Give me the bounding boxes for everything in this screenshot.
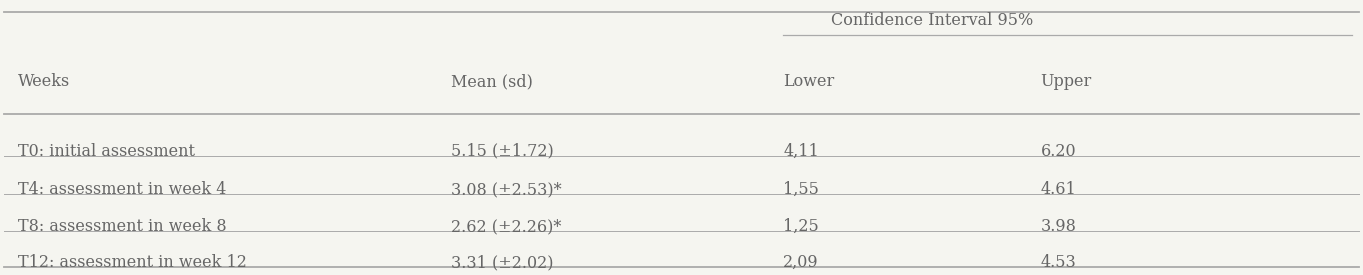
Text: 4.53: 4.53 [1040, 254, 1077, 271]
Text: 4,11: 4,11 [784, 143, 819, 160]
Text: 5.15 (±1.72): 5.15 (±1.72) [451, 143, 553, 160]
Text: T8: assessment in week 8: T8: assessment in week 8 [18, 218, 226, 235]
Text: T0: initial assessment: T0: initial assessment [18, 143, 195, 160]
Text: 3.98: 3.98 [1040, 218, 1077, 235]
Text: Mean (sd): Mean (sd) [451, 73, 533, 90]
Text: T4: assessment in week 4: T4: assessment in week 4 [18, 181, 226, 198]
Text: 4.61: 4.61 [1040, 181, 1077, 198]
Text: Lower: Lower [784, 73, 834, 90]
Text: T12: assessment in week 12: T12: assessment in week 12 [18, 254, 247, 271]
Text: Upper: Upper [1040, 73, 1092, 90]
Text: 1,55: 1,55 [784, 181, 819, 198]
Text: Weeks: Weeks [18, 73, 70, 90]
Text: 2.62 (±2.26)*: 2.62 (±2.26)* [451, 218, 562, 235]
Text: 6.20: 6.20 [1040, 143, 1077, 160]
Text: Confidence Interval 95%: Confidence Interval 95% [831, 12, 1033, 29]
Text: 2,09: 2,09 [784, 254, 819, 271]
Text: 1,25: 1,25 [784, 218, 819, 235]
Text: 3.31 (±2.02): 3.31 (±2.02) [451, 254, 553, 271]
Text: 3.08 (±2.53)*: 3.08 (±2.53)* [451, 181, 562, 198]
